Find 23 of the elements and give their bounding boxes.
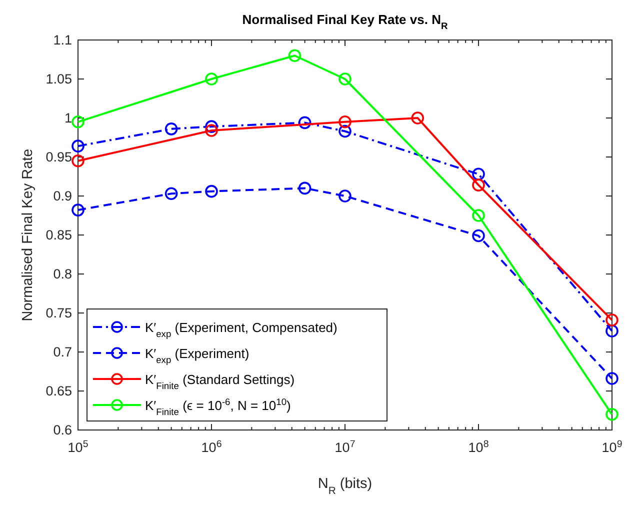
y-tick-label: 0.6 <box>53 422 72 438</box>
y-tick-label: 1.05 <box>46 72 72 86</box>
legend-label: K′$_{exp}$ (Experiment, Compensated) <box>145 320 338 339</box>
legend-label: K′$_{exp}$ (Experiment) <box>145 346 250 365</box>
y-tick-label: 0.75 <box>46 306 72 320</box>
y-tick-label: 1 <box>64 110 72 126</box>
legend-label: K′$_{Finite}$ (Standard Settings) <box>145 372 295 391</box>
y-axis-title: Normalised Final Key Rate <box>20 148 36 322</box>
x-tick-label: 10$^{7}$ <box>334 438 356 455</box>
y-tick-label: 1.1 <box>53 32 72 48</box>
y-tick-label: 0.65 <box>46 384 72 398</box>
x-tick-label: 10$^{5}$ <box>68 438 88 455</box>
chart-title: Normalised Final Key Rate vs. N$_{R}$ <box>242 12 448 31</box>
x-tick-label: 10$^{9}$ <box>602 438 622 455</box>
y-tick-label: 0.7 <box>53 344 72 360</box>
y-tick-label: 0.8 <box>53 266 72 282</box>
x-axis-title: N$_{R}$ (bits) <box>318 476 372 496</box>
legend-label: K′$_{Finite}$ (ϵ = 10$^{-6}$, N = 10$^{10}$) <box>145 397 291 417</box>
y-tick-label: 0.85 <box>46 228 72 242</box>
y-tick-label: 0.95 <box>46 150 72 164</box>
x-tick-label: 10$^{8}$ <box>468 438 489 455</box>
x-tick-label: 10$^{6}$ <box>201 438 222 455</box>
y-tick-label: 0.9 <box>53 188 72 204</box>
